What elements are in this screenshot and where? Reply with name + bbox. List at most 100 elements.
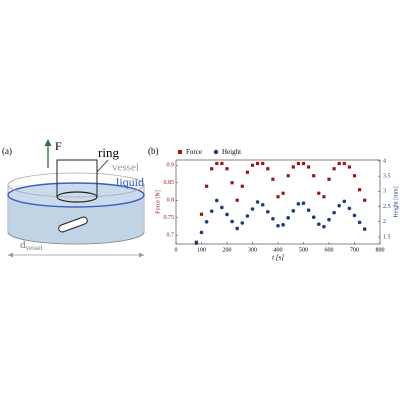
liquid-label: liquid [116, 175, 144, 189]
height-point [327, 217, 331, 222]
force-point [352, 174, 357, 178]
height-point [230, 219, 234, 224]
force-point [225, 167, 229, 171]
vessel-label: vessel [112, 162, 139, 174]
x-tick-label: 400 [274, 247, 283, 253]
y-tick-label: 0.85 [164, 180, 175, 186]
force-point [266, 167, 270, 171]
force-point [337, 161, 341, 166]
height-point [235, 226, 239, 231]
height-point [266, 209, 270, 214]
force-point [271, 177, 275, 181]
diameter-label: dvessel [20, 239, 43, 252]
height-point [204, 219, 209, 224]
height-point [352, 213, 357, 218]
force-point [286, 174, 290, 178]
height-point [194, 241, 199, 245]
height-point [342, 199, 347, 204]
x-tick-label: 0 [175, 247, 178, 253]
y2-axis-label: Height [mm] [393, 186, 399, 217]
force-point [307, 165, 311, 169]
legend-marker [178, 150, 182, 154]
ring-label: ring [98, 145, 119, 160]
ring-frame [56, 159, 98, 197]
force-point [347, 165, 351, 169]
force-point [250, 163, 255, 167]
y-tick-label: 0.9 [167, 163, 175, 169]
force-point [261, 161, 265, 166]
height-point [357, 220, 362, 225]
y2-tick-label: 1.5 [383, 234, 391, 240]
chart: 0 100 200 300 400 500 600 700 800 0.7 0.75 0.8 0.85 0… [155, 148, 399, 262]
stirrer [58, 216, 88, 233]
height-point [362, 227, 367, 231]
vessel-bottom [7, 231, 145, 245]
force-point [327, 177, 331, 181]
height-point [322, 224, 326, 229]
force-point [332, 167, 336, 171]
force-point [220, 161, 224, 166]
force-point [301, 161, 306, 166]
y-tick-label: 0.7 [167, 233, 175, 239]
force-point [245, 170, 249, 174]
y2-tick-label: 3.5 [383, 174, 391, 180]
height-point [250, 207, 255, 211]
diameter-main: d [20, 239, 26, 251]
diagram: (a) F ring vessel liquid dvessel [2, 139, 145, 258]
ring-pointer [96, 159, 109, 173]
height-point [347, 206, 352, 211]
force-point [256, 161, 260, 166]
force-point [210, 167, 214, 171]
force-point [235, 198, 239, 202]
height-point [271, 216, 275, 221]
height-point [311, 215, 316, 220]
x-tick-label: 500 [299, 247, 308, 253]
liquid-surface [7, 182, 145, 208]
force-point [199, 212, 204, 216]
force-point [205, 184, 209, 188]
panel-label: (b) [148, 146, 159, 156]
x-axis-label: t [s] [272, 254, 284, 262]
y2-tick-label: 2.5 [383, 204, 391, 210]
height-point [255, 200, 260, 204]
height-point [209, 209, 214, 213]
y2-tick-label: 3 [383, 189, 386, 195]
height-point [296, 202, 301, 206]
height-point [332, 210, 336, 215]
height-point [199, 230, 204, 235]
y2-tick-label: 4 [383, 158, 386, 164]
legend-label: Force [186, 148, 202, 156]
force-point [281, 191, 285, 195]
height-point [260, 202, 265, 207]
force-point [276, 195, 280, 199]
plot-frame [175, 159, 381, 245]
force-point [358, 188, 362, 192]
height-point [220, 205, 224, 210]
height-point [225, 212, 229, 217]
height-point [306, 208, 311, 213]
vessel-rim [7, 172, 145, 198]
force-label: F [55, 139, 62, 153]
height-point [281, 223, 285, 227]
x-tick-label: 800 [376, 247, 385, 253]
legend-label: Height [222, 148, 241, 156]
force-point [363, 198, 367, 202]
force-point [215, 161, 219, 166]
height-point [301, 201, 306, 206]
height-point [245, 214, 250, 218]
y-tick-label: 0.8 [167, 198, 175, 204]
y-tick-label: 0.75 [164, 215, 175, 221]
force-point [240, 184, 244, 188]
height-point [215, 198, 219, 203]
force-point [342, 161, 346, 166]
height-point [240, 221, 245, 225]
height-point [286, 216, 291, 220]
x-tick-label: 300 [248, 247, 257, 253]
force-point [322, 195, 326, 199]
force-point [291, 165, 295, 169]
force-point [296, 161, 300, 166]
force-point [317, 191, 321, 195]
y2-tick-label: 2 [383, 219, 386, 225]
panel-label: (a) [2, 146, 12, 156]
